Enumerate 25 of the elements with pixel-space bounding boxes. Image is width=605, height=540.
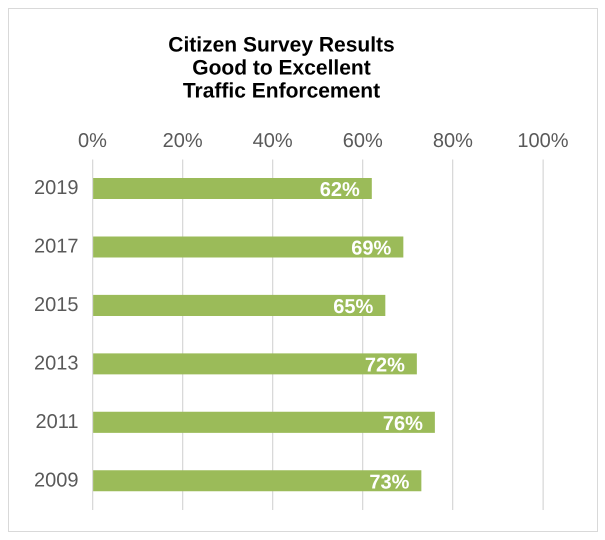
data-label: 73%: [369, 471, 410, 494]
x-tick-label: 80%: [432, 130, 474, 152]
y-tick-label: 2017: [34, 235, 78, 258]
y-tick-label: 2009: [34, 469, 78, 492]
y-tick-label: 2015: [34, 294, 78, 316]
bar: [93, 236, 404, 258]
x-tick-label: 60%: [342, 130, 384, 152]
bar: [93, 178, 372, 200]
bar: [93, 353, 417, 374]
bar: [93, 412, 435, 433]
x-tick-label: 20%: [162, 130, 203, 152]
chart-title: Citizen Survey Results Good to Excellent Traffic Enforcement: [168, 33, 395, 103]
data-label: 65%: [333, 296, 374, 318]
y-tick-label: 2019: [34, 177, 78, 200]
data-label: 62%: [320, 179, 360, 202]
x-tick-label: 100%: [517, 130, 569, 152]
bar: [93, 470, 422, 492]
x-tick-label: 0%: [78, 130, 108, 152]
y-tick-label: 2013: [34, 352, 78, 374]
x-tick-label: 40%: [252, 130, 293, 152]
bar: [93, 294, 386, 316]
y-tick-label: 2011: [35, 410, 78, 433]
data-label: 72%: [364, 354, 406, 376]
data-label: 76%: [382, 412, 424, 435]
data-label: 69%: [351, 237, 392, 260]
